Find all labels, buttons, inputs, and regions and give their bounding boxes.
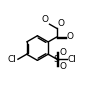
Text: O: O bbox=[42, 15, 49, 24]
Text: O: O bbox=[59, 48, 66, 57]
Text: O: O bbox=[58, 19, 65, 28]
Text: O: O bbox=[59, 62, 66, 71]
Text: S: S bbox=[54, 55, 59, 64]
Text: O: O bbox=[67, 32, 74, 41]
Text: Cl: Cl bbox=[68, 55, 77, 64]
Text: Cl: Cl bbox=[8, 55, 17, 64]
